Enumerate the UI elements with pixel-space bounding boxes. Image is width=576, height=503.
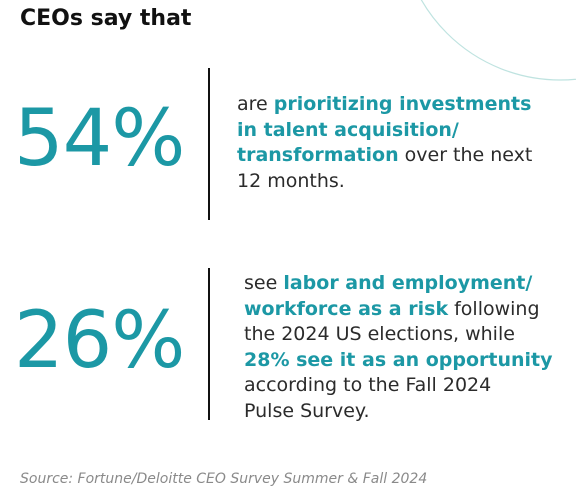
text-line: Pulse Survey. (244, 399, 553, 425)
title: CEOs say that (20, 6, 192, 31)
arc (420, 0, 576, 81)
body-text: the 2024 US elections, while (244, 323, 515, 345)
divider (208, 268, 210, 420)
stat-text: are prioritizing investments in talent ac… (237, 92, 532, 194)
source: Source: Fortune/Deloitte CEO Survey Summ… (20, 471, 428, 487)
body-text: Pulse Survey. (244, 399, 370, 422)
text-line: according to the Fall 2024 (244, 373, 553, 399)
highlight-text: in talent acquisition/ (237, 118, 459, 141)
body-text: following (448, 297, 540, 320)
highlight-text: transformation (237, 144, 399, 166)
text-line: are prioritizing investments (237, 92, 532, 118)
highlight-text: 28% see it as an opportunity (244, 348, 553, 371)
stat-figure: 26% (14, 296, 185, 386)
text-line: see labor and employment/ (244, 271, 553, 297)
divider (208, 68, 210, 220)
text-line: 28% see it as an opportunity (244, 348, 553, 374)
text-line: the 2024 US elections, while (244, 322, 553, 348)
body-text: are (237, 93, 274, 115)
text-line: in talent acquisition/ (237, 118, 532, 144)
body-text: over the next (398, 144, 533, 166)
highlight-text: workforce as a risk (244, 297, 449, 320)
body-text: 12 months. (237, 169, 345, 192)
text-line: 12 months. (237, 169, 532, 195)
stat-figure: 54% (14, 94, 185, 184)
body-text: according to the Fall 2024 (244, 374, 492, 396)
stat-text: see labor and employment/workforce as a … (244, 271, 553, 424)
body-text: see (244, 272, 284, 294)
highlight-text: prioritizing investments (273, 93, 532, 115)
text-line: transformation over the next (237, 143, 532, 169)
text-line: workforce as a risk following (244, 297, 553, 323)
highlight-text: labor and employment/ (283, 272, 533, 294)
